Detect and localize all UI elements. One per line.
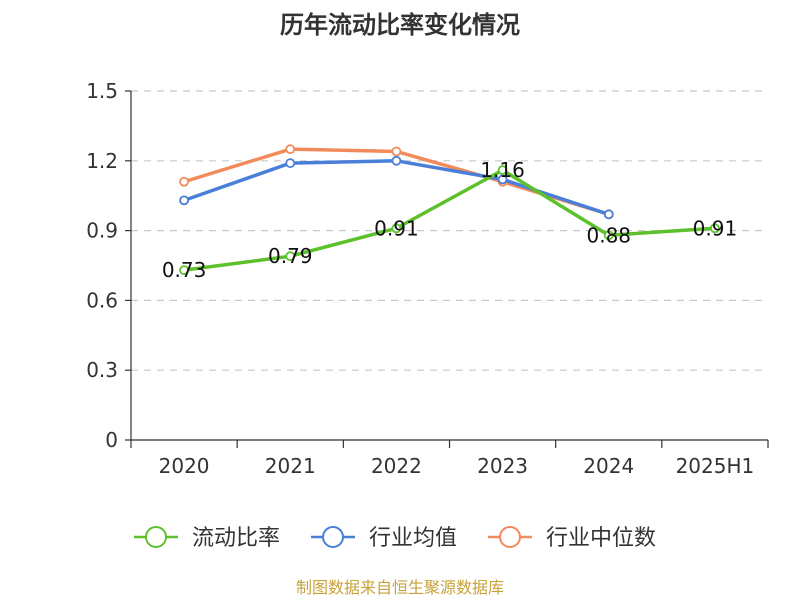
data-point — [391, 223, 402, 234]
x-tick-label: 2021 — [265, 454, 316, 478]
legend[interactable]: 流动比率 行业均值 行业中位数 — [134, 526, 656, 551]
data-point — [285, 251, 296, 262]
legend-label: 行业均值 — [369, 526, 457, 551]
legend-marker-icon — [322, 526, 344, 548]
x-tick-label: 2022 — [371, 454, 422, 478]
legend-marker-icon — [499, 526, 521, 548]
data-point — [179, 195, 189, 206]
data-label: 0.91 — [374, 216, 419, 240]
series-line-0 — [182, 168, 717, 272]
data-point — [497, 165, 508, 176]
data-label: 1.16 — [480, 158, 525, 182]
legend-item-1[interactable]: 行业均值 — [311, 526, 457, 551]
data-point — [391, 146, 402, 157]
data-label: 0.73 — [162, 258, 207, 282]
data-point — [497, 174, 508, 185]
y-tick-label: 0.6 — [86, 288, 118, 312]
x-tick-label: 2025H1 — [676, 454, 755, 478]
data-point — [710, 223, 720, 234]
series-lines — [179, 144, 720, 276]
axes: 0 0.3 0.6 0.9 1.2 1.5 2020 2021 2022 2023 2024 2025… — [86, 79, 769, 478]
data-label: 0.88 — [586, 223, 631, 247]
legend-item-0[interactable]: 流动比率 — [134, 526, 280, 551]
data-label: 0.79 — [268, 244, 313, 268]
legend-item-2[interactable]: 行业中位数 — [488, 526, 656, 551]
series-line-1 — [182, 159, 611, 217]
y-tick-label: 1.2 — [86, 149, 118, 173]
legend-label: 行业中位数 — [546, 526, 656, 551]
data-point — [179, 265, 189, 276]
y-tick-label: 0.9 — [86, 219, 118, 243]
data-point — [285, 144, 296, 155]
y-tick-label: 1.5 — [86, 79, 118, 103]
legend-marker-icon — [145, 526, 167, 548]
y-tick-label: 0.3 — [86, 358, 118, 382]
data-point — [285, 158, 296, 169]
y-tick-label: 0 — [105, 428, 118, 452]
data-point — [391, 155, 402, 166]
data-point — [179, 176, 189, 187]
data-point — [603, 230, 614, 241]
chart-title: 历年流动比率变化情况 — [280, 11, 520, 39]
data-label: 0.91 — [693, 216, 738, 240]
x-tick-label: 2023 — [477, 454, 528, 478]
x-tick-label: 2024 — [583, 454, 634, 478]
data-point — [603, 209, 614, 220]
x-tick-label: 2020 — [159, 454, 210, 478]
legend-label: 流动比率 — [192, 526, 280, 551]
source-note: 制图数据来自恒生聚源数据库 — [296, 578, 504, 597]
data-labels: 0.73 0.79 0.91 1.16 0.88 0.91 — [162, 158, 737, 282]
grid-lines — [131, 90, 768, 371]
